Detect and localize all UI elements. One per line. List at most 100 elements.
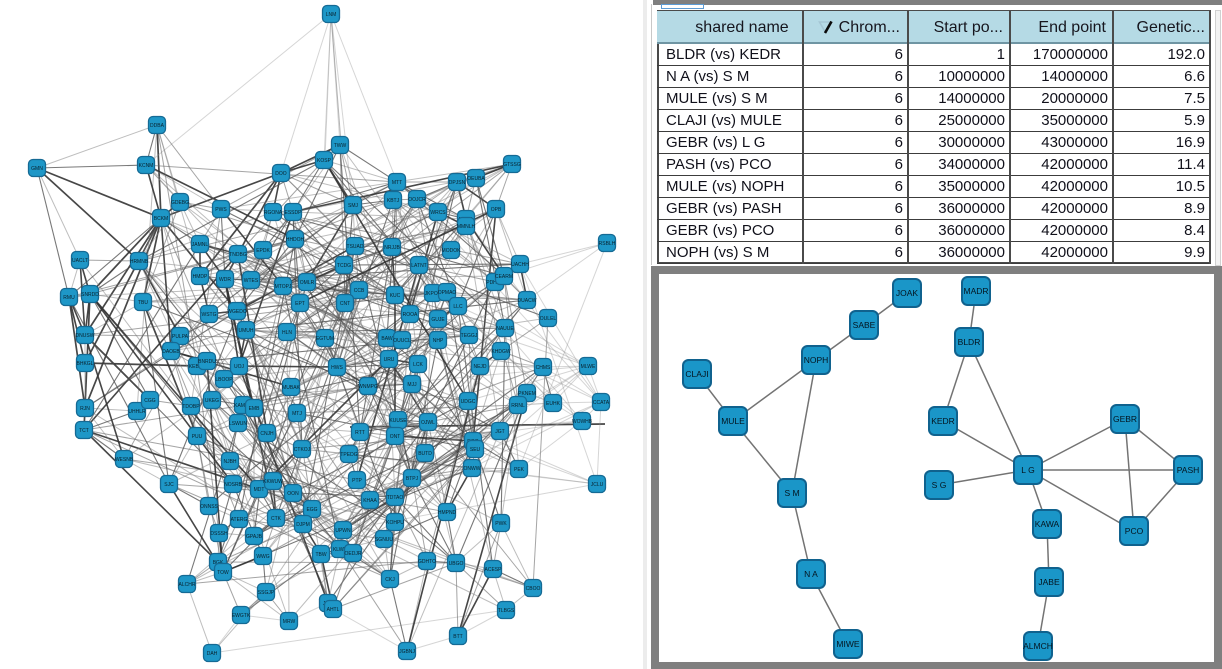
- svg-text:NJBH: NJBH: [223, 459, 236, 465]
- svg-text:L G: L G: [1021, 465, 1034, 475]
- svg-text:JCLU: JCLU: [591, 482, 604, 488]
- svg-text:BCKM: BCKM: [154, 216, 168, 222]
- svg-text:PEK: PEK: [514, 467, 525, 473]
- svg-text:OEDJR: OEDJR: [345, 551, 362, 557]
- svg-text:JABE: JABE: [1038, 577, 1060, 587]
- svg-text:SGNUU: SGNUU: [375, 537, 393, 543]
- svg-text:BAW: BAW: [381, 336, 392, 342]
- svg-text:RJN: RJN: [80, 406, 90, 412]
- svg-text:RRNL: RRNL: [511, 403, 525, 409]
- svg-text:WRCS: WRCS: [430, 210, 446, 216]
- svg-text:KUUSE: KUUSE: [389, 418, 407, 424]
- svg-text:WESNB: WESNB: [115, 457, 134, 463]
- svg-text:MTJ: MTJ: [292, 411, 302, 417]
- svg-text:PCO: PCO: [1125, 526, 1144, 536]
- svg-text:CCATA: CCATA: [593, 400, 610, 406]
- svg-text:PWK: PWK: [495, 521, 507, 527]
- svg-text:UOJ: UOJ: [234, 364, 245, 370]
- svg-text:KHDGW: KHDGW: [491, 349, 510, 355]
- svg-text:SMJ: SMJ: [348, 203, 359, 209]
- svg-text:SABE: SABE: [853, 320, 876, 330]
- svg-text:KUC: KUC: [390, 293, 401, 299]
- svg-text:KEDR: KEDR: [931, 416, 955, 426]
- svg-text:MDT: MDT: [254, 487, 265, 493]
- svg-text:DNUSW: DNUSW: [76, 333, 95, 339]
- svg-text:SJC: SJC: [164, 482, 174, 488]
- svg-text:PKNEM: PKNEM: [518, 391, 536, 397]
- svg-text:ONWW: ONWW: [464, 466, 481, 472]
- svg-text:EGG: EGG: [306, 507, 317, 513]
- svg-text:KAMRE: KAMRE: [234, 403, 252, 409]
- svg-text:KBTJ: KBTJ: [387, 198, 400, 204]
- svg-text:PUU: PUU: [192, 434, 203, 440]
- svg-text:OPB: OPB: [491, 207, 502, 213]
- svg-text:RMU: RMU: [63, 295, 75, 301]
- svg-text:ATERG: ATERG: [231, 517, 248, 523]
- svg-text:TOW: TOW: [217, 570, 229, 576]
- svg-text:NOPH: NOPH: [804, 355, 829, 365]
- svg-text:CCB: CCB: [354, 288, 365, 294]
- svg-text:CBOO: CBOO: [526, 586, 541, 592]
- svg-text:GUJE: GUJE: [431, 317, 445, 323]
- svg-text:MIWE: MIWE: [836, 639, 859, 649]
- svg-text:CTKOJ: CTKOJ: [294, 447, 311, 453]
- svg-text:DAH: DAH: [207, 651, 218, 657]
- svg-text:PTP: PTP: [352, 478, 362, 484]
- svg-text:GMN: GMN: [31, 166, 43, 172]
- svg-text:BTT: BTT: [453, 634, 462, 640]
- svg-text:OMLR: OMLR: [300, 280, 315, 286]
- svg-text:RGONA: RGONA: [264, 210, 283, 216]
- svg-text:LATNT: LATNT: [411, 263, 426, 269]
- svg-text:EGTUM: EGTUM: [316, 336, 334, 342]
- svg-text:HMDP: HMDP: [193, 274, 208, 280]
- svg-text:MADR: MADR: [963, 286, 988, 296]
- svg-text:SSGJP: SSGJP: [258, 590, 275, 596]
- svg-text:TLBGS: TLBGS: [498, 608, 515, 614]
- svg-text:PDHUP: PDHUP: [486, 280, 504, 286]
- svg-text:WOWHB: WOWHB: [572, 419, 593, 425]
- svg-text:UBGO: UBGO: [449, 561, 464, 567]
- svg-text:HLN: HLN: [282, 330, 292, 336]
- svg-text:KOHPU: KOHPU: [386, 520, 404, 526]
- svg-text:EWGTK: EWGTK: [232, 613, 251, 619]
- svg-text:OEUBA: OEUBA: [467, 176, 485, 182]
- svg-text:S M: S M: [784, 488, 799, 498]
- svg-text:KAWA: KAWA: [1035, 519, 1060, 529]
- svg-text:KHAA: KHAA: [363, 498, 377, 504]
- svg-text:KEBLH: KEBLH: [189, 364, 206, 370]
- svg-text:CHMS: CHMS: [536, 365, 551, 371]
- svg-text:WWG: WWG: [256, 554, 269, 560]
- svg-text:BNRDU: BNRDU: [198, 359, 216, 365]
- svg-text:WTES: WTES: [244, 278, 259, 284]
- svg-text:MJJ: MJJ: [407, 382, 417, 388]
- svg-text:S G: S G: [932, 480, 947, 490]
- svg-text:GDHTO: GDHTO: [418, 559, 436, 565]
- svg-text:TDTAO: TDTAO: [387, 495, 404, 501]
- svg-text:OPMAO: OPMAO: [438, 290, 457, 296]
- svg-text:SNRDD: SNRDD: [81, 292, 99, 298]
- svg-text:BHKGL: BHKGL: [77, 361, 94, 367]
- svg-text:ONT: ONT: [390, 434, 401, 440]
- svg-text:UHHLR: UHHLR: [128, 409, 146, 415]
- svg-text:OON: OON: [287, 491, 299, 497]
- svg-text:CNT: CNT: [340, 301, 350, 307]
- svg-text:DSSSH: DSSSH: [210, 531, 228, 537]
- svg-text:ESSDP: ESSDP: [285, 210, 303, 216]
- svg-text:GEBR: GEBR: [1113, 414, 1137, 424]
- svg-text:TCT: TCT: [79, 428, 89, 434]
- svg-text:LBOOP: LBOOP: [215, 377, 233, 383]
- svg-text:UACLT: UACLT: [72, 258, 88, 264]
- svg-text:MLWE: MLWE: [581, 364, 596, 370]
- svg-text:TNDBG: TNDBG: [229, 252, 247, 258]
- svg-text:LCK: LCK: [413, 362, 423, 368]
- svg-text:TSUAD: TSUAD: [347, 244, 364, 250]
- svg-text:UDGC: UDGC: [461, 399, 476, 405]
- svg-text:MRW: MRW: [283, 619, 296, 625]
- svg-text:TWW: TWW: [334, 143, 347, 149]
- svg-text:MODOK: MODOK: [442, 248, 462, 254]
- svg-text:EUHK: EUHK: [546, 401, 561, 407]
- svg-text:BTPJ: BTPJ: [406, 476, 419, 482]
- svg-text:HMPND: HMPND: [438, 510, 457, 516]
- svg-text:KOSP: KOSP: [317, 158, 332, 164]
- svg-text:CTK: CTK: [271, 516, 282, 522]
